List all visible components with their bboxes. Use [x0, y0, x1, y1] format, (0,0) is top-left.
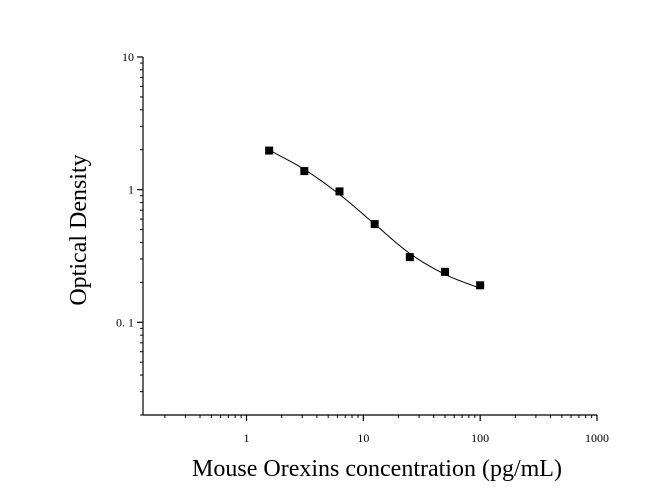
y-axis-title: Optical Density [66, 154, 92, 305]
data-point [405, 253, 414, 262]
data-point [335, 187, 344, 196]
x-tick-label: 100 [471, 431, 489, 445]
x-tick-label: 10 [357, 431, 369, 445]
data-point [441, 267, 450, 276]
x-axis-title: Mouse Orexins concentration (pg/mL) [192, 456, 562, 482]
y-tick-label: 0. 1 [116, 315, 134, 329]
axes-layer: 1 10 100 1000 0. 1 1 10 [116, 50, 609, 445]
y-tick-label: 10 [122, 50, 134, 64]
data-point [265, 146, 274, 155]
data-point [476, 281, 485, 290]
data-point [300, 167, 309, 176]
x-tick-label: 1000 [585, 431, 609, 445]
points-layer [265, 146, 485, 290]
y-tick-label: 1 [128, 183, 134, 197]
x-tick-label: 1 [244, 431, 250, 445]
data-point [370, 220, 379, 229]
